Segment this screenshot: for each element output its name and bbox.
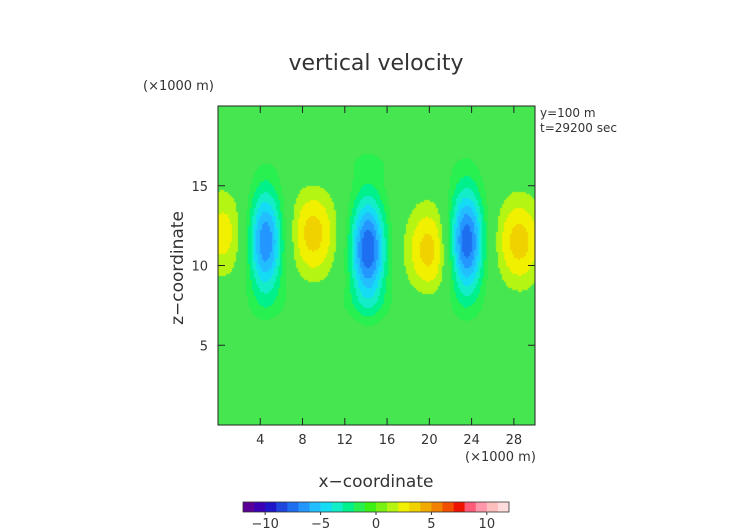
colorbar-tick-label: 5 [427,517,435,532]
colorbar-swatch [353,502,366,512]
colorbar-swatch [265,502,277,512]
chart-title: vertical velocity [288,51,463,76]
colorbar-swatch [497,502,510,512]
y-tick-label: 15 [191,180,208,195]
colorbar-swatch [243,502,255,512]
colorbar-swatch [398,502,410,512]
colorbar-swatch [431,502,443,512]
annotation-y: y=100 m [540,106,596,120]
colorbar-swatch [486,502,499,512]
x-unit-label: (×1000 m) [465,450,536,465]
colorbar-swatch [464,502,477,512]
colorbar: −10 −5 0 5 10 [242,501,510,532]
colorbar-swatch [442,502,454,512]
colorbar-swatch [364,502,377,512]
colorbar-tick-label: 0 [372,517,380,532]
colorbar-swatch [387,502,399,512]
colorbar-swatch [331,502,344,512]
x-axis-label: x−coordinate [319,472,434,492]
colorbar-swatch [287,502,299,512]
colorbar-swatch [475,502,488,512]
y-unit-label: (×1000 m) [143,79,214,94]
y-tick-label: 5 [200,339,208,354]
y-tick-label: 10 [191,260,208,275]
x-tick-label: 28 [506,433,523,448]
colorbar-swatch [298,502,310,512]
x-tick-label: 4 [256,433,264,448]
x-tick-label: 24 [463,433,480,448]
colorbar-swatch [342,502,355,512]
colorbar-swatch [420,502,432,512]
x-tick-label: 8 [298,433,306,448]
colorbar-tick-label: −5 [311,517,330,532]
colorbar-swatch [254,502,266,512]
colorbar-swatch [409,502,421,512]
x-tick-label: 12 [337,433,354,448]
colorbar-swatch [276,502,288,512]
velocity-field [218,106,535,425]
colorbar-swatch [376,502,388,512]
y-axis-label: z−coordinate [168,211,188,325]
x-tick-label: 16 [379,433,396,448]
colorbar-tick-label: 10 [479,517,496,532]
plot-area: 4 8 12 16 20 24 28 5 10 15 [191,105,536,448]
colorbar-tick-label: −10 [251,517,278,532]
colorbar-swatch [320,502,332,512]
x-ticks: 4 8 12 16 20 24 28 [256,106,522,448]
annotation-t: t=29200 sec [540,121,617,135]
colorbar-swatch [309,502,321,512]
colorbar-swatch [453,502,465,512]
y-ticks: 5 10 15 [191,180,535,354]
x-tick-label: 20 [421,433,438,448]
